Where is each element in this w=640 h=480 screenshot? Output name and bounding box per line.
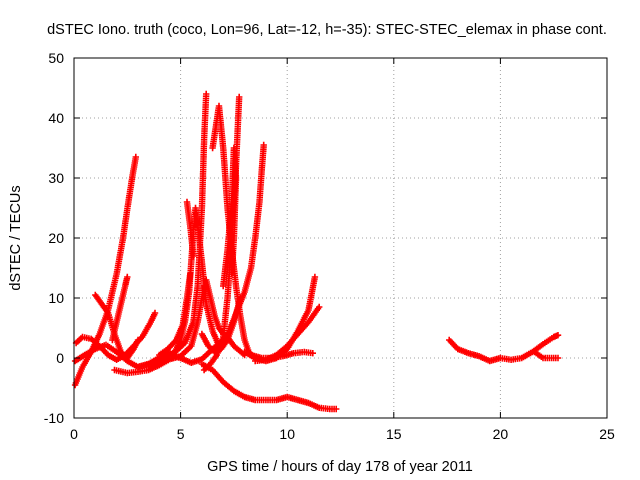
x-tick-label: 25 — [599, 426, 615, 442]
y-tick-label: 50 — [48, 50, 64, 66]
chart-title: dSTEC Iono. truth (coco, Lon=96, Lat=-12… — [47, 22, 607, 38]
x-axis-label: GPS time / hours of day 178 of year 2011 — [207, 459, 473, 475]
y-tick-label: 0 — [56, 350, 64, 366]
plot-area — [71, 90, 562, 413]
series-markers — [109, 273, 131, 344]
grid — [74, 58, 607, 418]
y-axis-label: dSTEC / TECUs — [8, 185, 24, 290]
series-markers — [198, 360, 340, 413]
series-arc-23 — [531, 348, 562, 362]
series-arc-11 — [183, 198, 197, 260]
series-arc-16 — [220, 144, 240, 290]
y-tick-label: 40 — [48, 110, 64, 126]
y-tick-label: 30 — [48, 170, 64, 186]
x-tick-label: 15 — [386, 426, 402, 442]
series-markers — [183, 198, 197, 260]
series-markers — [222, 141, 267, 344]
x-tick-label: 20 — [493, 426, 509, 442]
series-arc-17 — [222, 141, 267, 344]
y-tick-label: -10 — [44, 410, 64, 426]
x-tick-label: 5 — [177, 426, 185, 442]
series-arc-22 — [446, 332, 562, 365]
y-tick-label: 10 — [48, 290, 64, 306]
series-markers — [247, 348, 316, 362]
series-markers — [220, 144, 240, 290]
series-arc-20 — [247, 348, 316, 362]
series-markers — [531, 348, 562, 362]
axis-ticks: 0 5 10 15 20 25 -10 0 10 20 30 40 50 — [44, 50, 615, 442]
series-markers — [446, 332, 562, 365]
series-arc-5 — [109, 273, 131, 344]
x-tick-label: 10 — [279, 426, 295, 442]
x-tick-label: 0 — [70, 426, 78, 442]
y-tick-label: 20 — [48, 230, 64, 246]
series-arc-21 — [198, 360, 340, 413]
